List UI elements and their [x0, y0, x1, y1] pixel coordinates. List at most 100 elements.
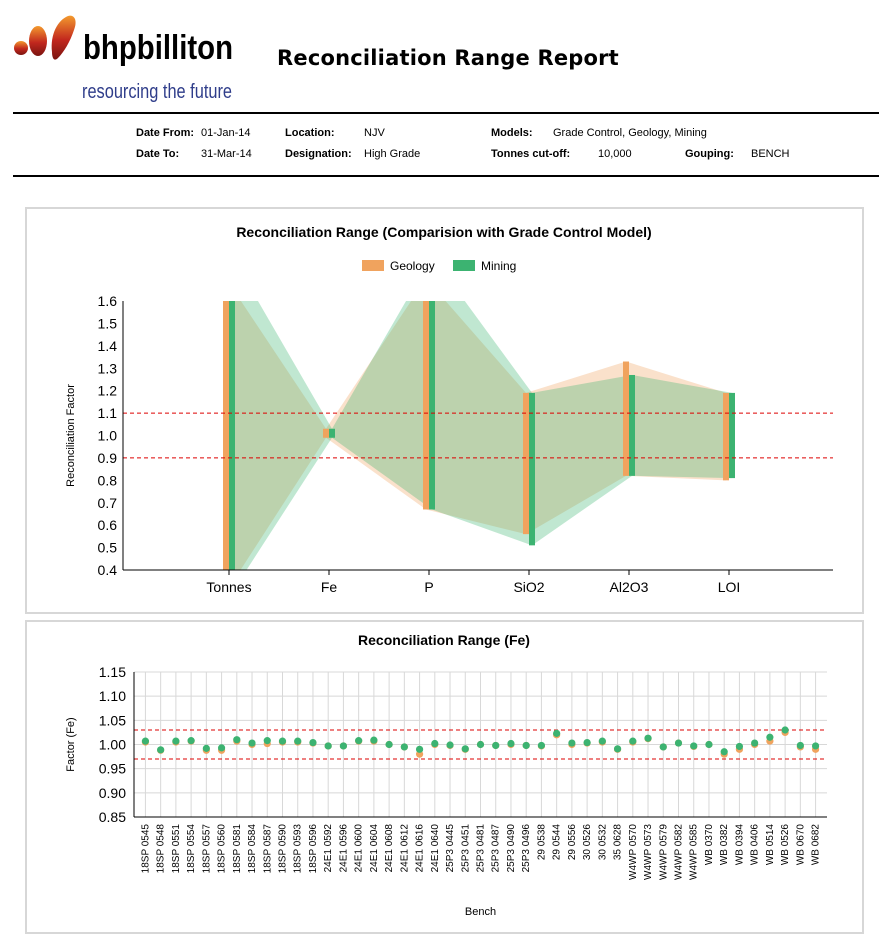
data-point-mining — [705, 740, 713, 749]
x-axis-label: Bench — [465, 906, 496, 918]
data-point-mining — [202, 744, 210, 752]
y-tick-label: 0.6 — [98, 517, 118, 533]
x-tick-label: LOI — [718, 579, 741, 595]
data-point-mining — [446, 741, 454, 749]
x-tick-label: 29 0538 — [536, 824, 547, 861]
x-tick-label: 25P3 0481 — [476, 824, 487, 873]
logo-swoosh-icon — [51, 15, 76, 60]
chart-title: Reconciliation Range (Comparision with G… — [236, 224, 651, 240]
data-point-mining — [278, 737, 287, 745]
bhp-billiton-logo: bhpbilliton resourcing the future — [12, 12, 237, 103]
y-tick-label: 1.10 — [99, 688, 126, 704]
data-point-mining — [811, 742, 820, 750]
data-point-mining — [339, 742, 348, 750]
y-axis-label: Factor (Fe) — [65, 717, 77, 771]
location-value: NJV — [364, 127, 385, 139]
data-point-mining — [613, 745, 622, 753]
data-point-mining — [644, 734, 652, 742]
x-tick-label: Al2O3 — [610, 579, 649, 595]
location-label: Location: — [285, 127, 335, 139]
x-tick-label: WB 0394 — [734, 824, 745, 866]
range-bar-mining — [229, 301, 235, 570]
x-tick-label: 24E1 0596 — [338, 824, 349, 873]
x-tick-label: 18SP 0593 — [293, 824, 304, 874]
y-tick-label: 1.00 — [99, 737, 126, 753]
x-tick-label: 35 0628 — [613, 824, 624, 861]
x-tick-label: W4WP 0570 — [628, 824, 639, 880]
designation-value: High Grade — [364, 148, 421, 160]
range-bar-mining — [329, 428, 335, 438]
date-to-value: 31-Mar-14 — [201, 148, 252, 160]
y-tick-label: 0.95 — [99, 761, 126, 777]
x-tick-label: WB 0526 — [780, 824, 791, 866]
data-point-mining — [796, 741, 804, 750]
x-tick-label: 18SP 0557 — [201, 824, 212, 874]
report-title: Reconciliation Range Report — [277, 46, 619, 70]
x-tick-label: 30 0532 — [597, 824, 608, 861]
x-tick-label: 18SP 0590 — [278, 824, 289, 874]
y-tick-label: 1.4 — [98, 338, 118, 354]
data-point-mining — [522, 741, 530, 750]
data-point-mining — [294, 737, 302, 745]
x-tick-label: 25P3 0490 — [506, 824, 517, 873]
data-point-mining — [492, 741, 500, 750]
data-point-mining — [263, 737, 271, 745]
models-value: Grade Control, Geology, Mining — [553, 127, 707, 139]
y-tick-label: 0.5 — [98, 540, 118, 556]
x-tick-label: WB 0370 — [704, 824, 715, 866]
meta-divider — [13, 175, 879, 177]
x-tick-label: 18SP 0581 — [232, 824, 243, 874]
x-tick-label: 24E1 0592 — [323, 824, 334, 873]
tonnes-cutoff-label: Tonnes cut-off: — [491, 148, 571, 160]
x-tick-label: 24E1 0616 — [415, 824, 426, 873]
range-bar-geology — [223, 301, 229, 570]
x-tick-label: W4WP 0585 — [689, 824, 700, 880]
legend-label-mining: Mining — [481, 259, 516, 273]
y-tick-label: 0.4 — [98, 562, 118, 578]
x-tick-label: W4WP 0582 — [674, 824, 685, 880]
range-bar-geology — [423, 301, 429, 510]
data-point-mining — [766, 733, 774, 741]
x-tick-label: 24E1 0604 — [369, 824, 380, 873]
data-point-mining — [583, 738, 591, 747]
data-point-mining — [157, 746, 165, 754]
legend-label-geology: Geology — [390, 259, 435, 273]
data-point-mining — [751, 739, 759, 747]
x-tick-label: Tonnes — [206, 579, 251, 595]
x-tick-label: WB 0406 — [750, 824, 761, 866]
logo-graphic: bhpbilliton resourcing the future — [14, 15, 233, 103]
logo-dot-icon — [29, 26, 47, 56]
grouping-value: BENCH — [751, 148, 790, 160]
header-divider — [13, 112, 879, 114]
range-bar-geology — [323, 428, 329, 438]
models-label: Models: — [491, 127, 533, 139]
data-point-mining — [674, 739, 683, 747]
x-tick-label: 25P3 0445 — [445, 824, 456, 873]
x-tick-label: 18SP 0584 — [247, 824, 258, 874]
chart-title: Reconciliation Range (Fe) — [358, 632, 530, 648]
data-point-mining — [476, 740, 485, 749]
legend-swatch-geology — [362, 260, 384, 271]
x-tick-label: 30 0526 — [582, 824, 593, 861]
data-point-mining — [598, 737, 606, 745]
range-bar-geology — [623, 361, 629, 476]
x-tick-label: 18SP 0587 — [262, 824, 273, 874]
range-area-geology — [226, 301, 726, 570]
fe-chart-panel: Reconciliation Range (Fe) 1.15 1.10 1.05 1.0… — [25, 620, 864, 934]
x-tick-label: W4WP 0573 — [643, 824, 654, 880]
date-from-label: Date From: — [136, 127, 195, 139]
data-point-mining — [400, 743, 408, 751]
x-tick-label: 18SP 0548 — [156, 824, 167, 874]
y-tick-label: 0.85 — [99, 809, 126, 825]
logo-dot-icon — [14, 41, 28, 55]
x-tick-label: WB 0382 — [719, 824, 730, 866]
data-point-mining — [461, 745, 469, 753]
date-from-value: 01-Jan-14 — [201, 127, 251, 139]
y-tick-label: 1.05 — [99, 712, 126, 728]
data-point-mining — [537, 741, 546, 750]
x-tick-label: P — [424, 579, 433, 595]
data-point-mining — [507, 739, 515, 748]
grouping-label: Gouping: — [685, 148, 734, 160]
range-bar-geology — [723, 392, 729, 481]
data-point-mining — [248, 739, 256, 747]
